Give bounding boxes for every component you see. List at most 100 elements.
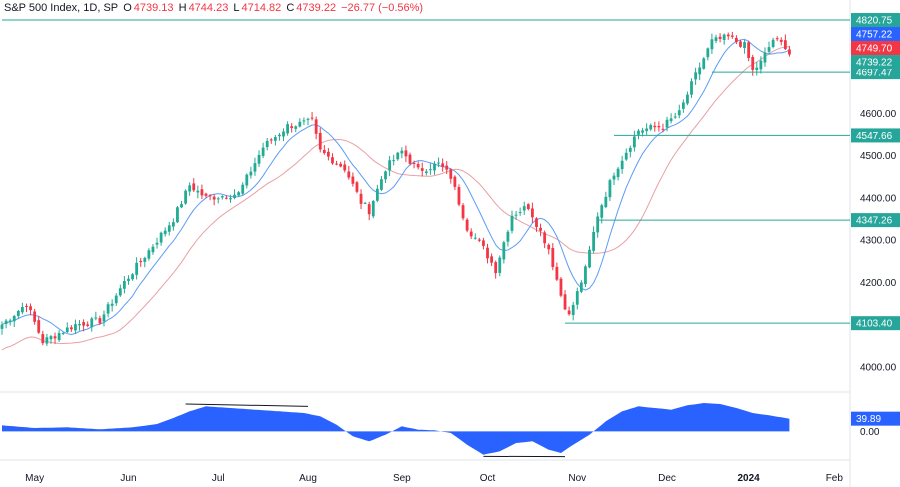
candle: [245, 173, 249, 189]
candle-body: [543, 232, 547, 244]
x-tick-label: Jun: [120, 473, 136, 484]
candle: [233, 189, 236, 200]
symbol-title: S&P 500 Index, 1D, SP: [4, 2, 119, 14]
high-label: H: [178, 2, 187, 14]
candle-body: [233, 194, 236, 198]
candle: [269, 138, 273, 144]
candle: [388, 155, 391, 177]
candle-body: [779, 39, 783, 42]
candle: [673, 112, 677, 119]
candle-body: [690, 81, 693, 95]
candle-body: [555, 266, 559, 280]
candle-body: [98, 318, 102, 324]
candle: [563, 290, 567, 311]
candle-body: [424, 171, 428, 173]
candle-body: [437, 162, 440, 164]
candle-body: [327, 151, 330, 157]
candle-body: [579, 282, 583, 292]
candle: [596, 212, 600, 238]
candle: [404, 145, 408, 163]
candle: [310, 112, 314, 121]
candle-body: [453, 176, 457, 187]
candle: [65, 322, 69, 333]
candle: [747, 40, 751, 62]
candle: [216, 196, 220, 204]
candle: [298, 118, 302, 128]
candle-body: [624, 152, 628, 160]
candle-body: [204, 193, 208, 196]
candle: [445, 160, 449, 174]
candle-body: [510, 215, 514, 231]
candle-body: [61, 332, 65, 334]
y-tick-label: 4500.00: [860, 151, 897, 162]
candle: [424, 168, 428, 176]
candle-body: [302, 120, 306, 122]
candle: [49, 334, 53, 344]
candle: [12, 315, 16, 327]
candle-body: [457, 187, 461, 205]
candle: [612, 172, 616, 186]
candle: [567, 306, 571, 316]
candle-body: [433, 163, 436, 171]
candle-body: [588, 249, 591, 268]
candle-body: [641, 130, 644, 133]
candle: [555, 262, 559, 282]
candle: [4, 318, 8, 329]
candle-body: [608, 180, 612, 198]
candle-body: [604, 196, 608, 208]
candle: [714, 34, 718, 44]
candle: [61, 331, 65, 336]
candle: [318, 127, 322, 153]
candle-body: [216, 198, 220, 200]
candle-body: [4, 320, 8, 325]
candle: [110, 299, 114, 312]
candle: [494, 260, 498, 279]
candle-body: [135, 262, 139, 275]
level-price-label: 4347.26: [856, 216, 893, 227]
x-tick-label: Dec: [658, 473, 676, 484]
candle: [225, 195, 228, 200]
candle: [57, 330, 61, 343]
candle-body: [363, 202, 367, 204]
candle-body: [171, 222, 175, 227]
candle: [290, 123, 294, 133]
current-price-tag: [851, 55, 900, 70]
candle-body: [131, 274, 134, 280]
candle-body: [783, 40, 787, 50]
candle: [579, 280, 583, 294]
candle: [490, 253, 493, 267]
candle-body: [273, 137, 277, 141]
candle-body: [118, 288, 122, 296]
candle-body: [318, 133, 322, 150]
candle: [633, 130, 636, 152]
candle: [322, 145, 326, 155]
candle-body: [429, 169, 432, 171]
candle: [208, 194, 212, 201]
candle: [139, 257, 143, 267]
candle-body: [257, 154, 261, 164]
candle: [74, 319, 77, 334]
candle-body: [465, 219, 469, 231]
x-tick-label: May: [25, 473, 44, 484]
candle-body: [380, 179, 383, 190]
candle: [359, 189, 363, 210]
candle: [775, 36, 779, 42]
candle: [420, 162, 424, 177]
candle-body: [767, 47, 771, 52]
candle: [25, 303, 28, 313]
y-tick-label: 4300.00: [860, 236, 897, 247]
candle-body: [0, 324, 4, 329]
candle: [135, 257, 139, 280]
candle: [739, 39, 742, 48]
candle-body: [12, 315, 16, 322]
current-price-tag: [851, 41, 900, 56]
candle: [167, 221, 171, 236]
candle-body: [706, 48, 710, 58]
candle-body: [253, 163, 257, 172]
current-price-label: 4739.22: [856, 58, 893, 69]
candle-body: [763, 52, 767, 63]
candle: [412, 160, 416, 169]
candle: [257, 150, 261, 167]
candle: [502, 240, 506, 264]
